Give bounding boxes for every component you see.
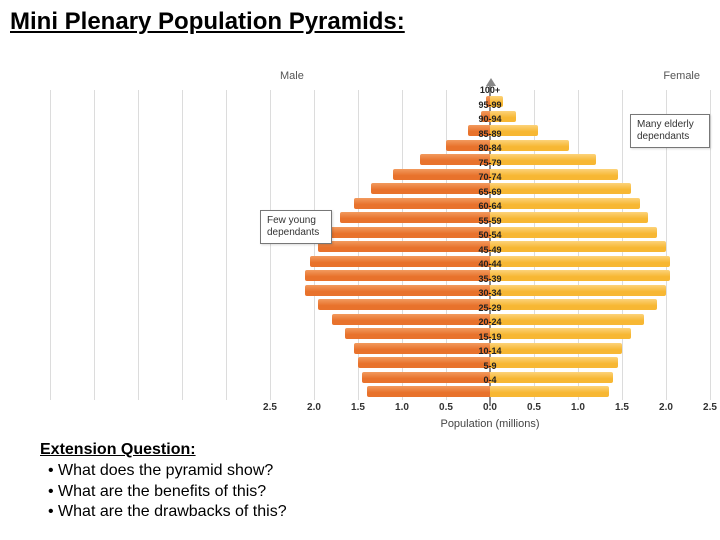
x-tick: 1.0 [571,402,585,413]
female-bar [490,285,666,296]
age-label: 35-39 [478,274,501,284]
extension-question-block: Extension Question: What does the pyrami… [40,440,287,523]
female-bar [490,270,670,281]
male-bar [305,270,490,281]
x-tick: 0.5 [439,402,453,413]
age-label: 100+ [480,85,500,95]
age-label: 20-24 [478,317,501,327]
age-label: 65-69 [478,187,501,197]
male-bar [354,198,490,209]
x-tick: 1.0 [395,402,409,413]
pyramid-row: 0-4 [270,386,710,397]
chart-plot-area: 100+95-9990-9485-8980-8475-7970-7465-696… [270,90,710,400]
x-tick: 1.5 [615,402,629,413]
male-bar [362,372,490,383]
age-label: 5-9 [483,361,496,371]
age-label: 60-64 [478,201,501,211]
extension-heading: Extension Question: [40,440,287,461]
age-label: 95-99 [478,100,501,110]
female-bar [490,372,613,383]
female-bar [490,314,644,325]
male-bar [332,314,490,325]
age-label: 90-94 [478,114,501,124]
male-bar [305,285,490,296]
x-tick: 2.0 [659,402,673,413]
female-bar [490,357,618,368]
female-bar [490,241,666,252]
male-bar [310,256,490,267]
female-bar [490,299,657,310]
female-bar [490,227,657,238]
female-bar [490,256,670,267]
female-bar [490,386,609,397]
extension-list: What does the pyramid show?What are the … [40,461,287,523]
male-bar [318,299,490,310]
population-pyramid-chart: Male Female 100+ 95-99 90-94 85-89 80-84 75-7… [270,70,710,450]
female-bar [490,169,618,180]
male-bar [340,212,490,223]
age-label: 10-14 [478,346,501,356]
male-bar [354,343,490,354]
age-label: 0-4 [483,375,496,385]
callout: Few youngdependants [260,210,332,244]
male-bar [327,227,490,238]
extension-item: What are the drawbacks of this? [48,502,287,523]
x-tick: 1.5 [351,402,365,413]
age-label: 15-19 [478,332,501,342]
x-tick: 2.5 [703,402,717,413]
slide-title: Mini Plenary Population Pyramids: [0,0,720,36]
age-label: 30-34 [478,288,501,298]
x-tick: 0.0 [483,402,497,413]
female-label: Female [663,70,700,82]
age-label: 40-44 [478,259,501,269]
male-bar [393,169,490,180]
male-bar [371,183,490,194]
x-axis: Population (millions) 2.52.01.51.00.50.0… [270,400,710,430]
female-bar [490,198,640,209]
female-bar [490,212,648,223]
x-tick: 2.5 [263,402,277,413]
male-bar [318,241,490,252]
female-bar [490,183,631,194]
extension-item: What are the benefits of this? [48,482,287,503]
male-bar [345,328,490,339]
age-label: 55-59 [478,216,501,226]
female-bar [490,328,631,339]
age-label: 50-54 [478,230,501,240]
male-bar [367,386,490,397]
extension-item: What does the pyramid show? [48,461,287,482]
female-bar [490,343,622,354]
age-label: 70-74 [478,172,501,182]
age-label: 85-89 [478,129,501,139]
age-label: 75-79 [478,158,501,168]
age-label: 45-49 [478,245,501,255]
male-label: Male [280,70,304,82]
x-tick: 0.5 [527,402,541,413]
male-bar [358,357,490,368]
female-bar [490,140,569,151]
age-label: 80-84 [478,143,501,153]
callout: Many elderlydependants [630,114,710,148]
female-bar [490,154,596,165]
x-tick: 2.0 [307,402,321,413]
age-label: 25-29 [478,303,501,313]
x-axis-title: Population (millions) [440,418,539,430]
